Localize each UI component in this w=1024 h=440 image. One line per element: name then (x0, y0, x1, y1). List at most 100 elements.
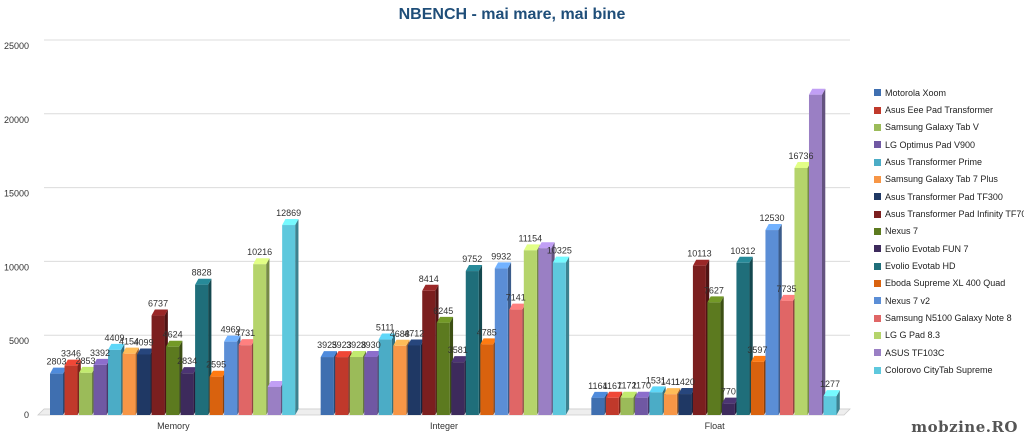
bar (166, 340, 183, 415)
legend-item: Samsung Galaxy Tab 7 Plus (874, 171, 1022, 188)
legend-item: Nexus 7 (874, 223, 1022, 240)
legend-label: Evolio Evotab FUN 7 (885, 243, 969, 254)
data-label: 1167 (603, 381, 622, 391)
bar (823, 390, 840, 415)
legend-item: Colorovo CityTab Supreme (874, 362, 1022, 379)
data-label: 12530 (759, 213, 784, 223)
bar (765, 224, 782, 415)
x-category-label: Memory (157, 421, 190, 431)
bar (209, 370, 226, 415)
legend-swatch (874, 245, 881, 253)
bar (320, 351, 337, 415)
bar (195, 278, 212, 415)
bar (451, 356, 468, 415)
bar (494, 262, 512, 415)
legend-label: Nexus 7 (885, 226, 919, 237)
legend-label: Samsung Galaxy Tab V (885, 122, 979, 133)
y-tick-label: 20000 (4, 115, 29, 125)
legend-label: Motorola Xoom (885, 87, 947, 98)
bar (137, 348, 154, 415)
legend-item: Motorola Xoom (874, 84, 1022, 101)
bar (808, 88, 826, 415)
legend-item: LG G Pad 8.3 (874, 327, 1022, 344)
data-label: 3923 (332, 340, 352, 350)
bar (750, 355, 768, 415)
data-label: 6737 (148, 299, 168, 309)
bar (108, 343, 125, 415)
bar (335, 351, 352, 415)
bar (407, 339, 425, 415)
legend-swatch (874, 366, 881, 374)
data-label: 4731 (235, 328, 255, 338)
bar (64, 359, 81, 415)
data-label: 10325 (547, 246, 572, 256)
bar (364, 350, 381, 415)
legend-item: Samsung N5100 Galaxy Note 8 (874, 309, 1022, 326)
legend-label: Evolio Evotab HD (885, 261, 956, 272)
bar (736, 256, 753, 415)
data-label: 11154 (518, 233, 542, 243)
bar (224, 335, 241, 415)
data-label: 1164 (588, 381, 607, 391)
legend-swatch (874, 349, 881, 357)
x-category-label: Float (705, 421, 726, 431)
data-label: 3925 (317, 340, 337, 350)
legend-swatch (874, 331, 881, 339)
bar (151, 309, 168, 415)
data-label: 770 (721, 387, 736, 397)
data-label: 10216 (247, 247, 272, 257)
y-tick-label: 0 (24, 410, 29, 420)
data-label: 4154 (119, 337, 139, 347)
bar (605, 391, 623, 415)
data-label: 2595 (206, 360, 226, 370)
legend-label: Asus Transformer Pad TF300 (885, 191, 1003, 202)
data-label: 8828 (192, 268, 212, 278)
data-label: 7735 (776, 284, 796, 294)
legend-label: Samsung N5100 Galaxy Note 8 (885, 313, 1012, 324)
chart-title: NBENCH - mai mare, mai bine (398, 6, 626, 23)
legend-swatch (874, 227, 881, 235)
data-label: 2834 (177, 356, 197, 366)
legend-swatch (874, 175, 881, 183)
legend-label: LG Optimus Pad V900 (885, 139, 976, 150)
bar (509, 303, 526, 415)
legend-label: Asus Transformer Prime (885, 157, 983, 168)
data-label: 1531 (646, 375, 666, 385)
data-label: 6245 (433, 306, 453, 316)
bar (552, 256, 570, 415)
data-label: 1411 (661, 377, 680, 387)
bar (721, 397, 739, 415)
data-label: 4712 (404, 328, 424, 338)
legend-item: Asus Transformer Pad Infinity TF700 (874, 205, 1024, 222)
bar (253, 258, 270, 415)
bar (480, 338, 497, 415)
data-label: 1277 (820, 379, 840, 389)
bar (649, 386, 666, 415)
bar (465, 265, 483, 415)
data-label: 4785 (477, 327, 497, 337)
bar (794, 161, 811, 415)
legend-label: ASUS TF103C (885, 347, 945, 358)
data-label: 3346 (61, 349, 81, 359)
legend-swatch (874, 89, 881, 97)
bar (436, 316, 454, 415)
bar (678, 388, 695, 415)
data-label: 4969 (221, 325, 241, 335)
chart-legend: Motorola Xoom Asus Eee Pad Transformer Sam… (874, 84, 1024, 379)
data-label: 4409 (105, 333, 125, 343)
legend-label: Asus Transformer Pad Infinity TF700 (885, 209, 1024, 220)
data-label: 4624 (163, 330, 183, 340)
legend-label: Colorovo CityTab Supreme (885, 365, 993, 376)
data-label: 3930 (361, 340, 381, 350)
legend-label: Eboda Supreme XL 400 Quad (885, 278, 1006, 289)
legend-item: Asus Transformer Pad TF300 (874, 188, 1022, 205)
bar (50, 367, 67, 415)
legend-item: Eboda Supreme XL 400 Quad (874, 275, 1022, 292)
data-label: 3597 (747, 345, 767, 355)
legend-label: Nexus 7 v2 (885, 295, 931, 306)
data-label: 9932 (491, 251, 511, 261)
legend-swatch (874, 297, 881, 305)
y-tick-label: 10000 (4, 262, 29, 272)
bar (707, 296, 724, 415)
